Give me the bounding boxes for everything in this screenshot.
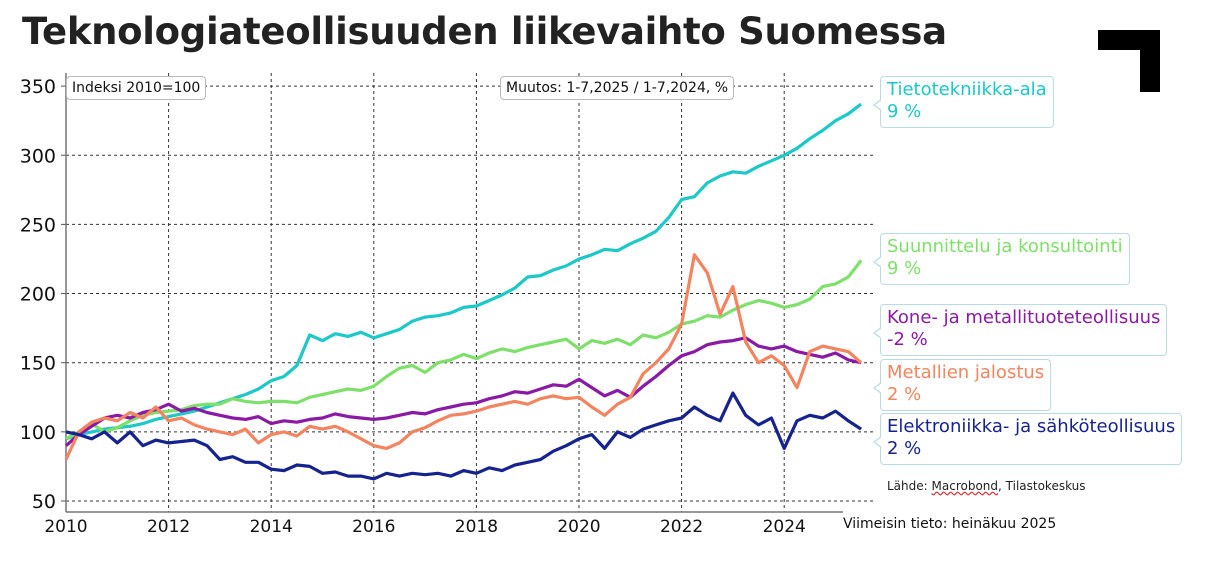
source-suffix: , Tilastokeskus	[998, 479, 1086, 493]
callout-kone: Kone- ja metallituoteteollisuus -2 %	[872, 304, 1168, 356]
x-tick-label: 2020	[557, 517, 600, 537]
callout-name: Metallien jalostus	[887, 362, 1045, 383]
callout-elektroniikka: Elektroniikka- ja sähköteollisuus 2 %	[872, 413, 1183, 465]
callout-change: 9 %	[887, 258, 922, 279]
y-tick-label: 150	[20, 353, 56, 375]
y-tick-label: 100	[20, 422, 56, 444]
change-note: Muutos: 1-7,2025 / 1-7,2024, %	[500, 76, 735, 100]
y-tick-label: 200	[20, 284, 56, 306]
x-tick-label: 2012	[147, 517, 190, 537]
x-tick-label: 2024	[763, 517, 806, 537]
y-tick-label: 50	[32, 491, 56, 513]
x-tick-label: 2016	[352, 517, 395, 537]
x-tick-label: 2018	[455, 517, 498, 537]
series-line-4	[65, 391, 862, 481]
source-note: Lähde: Macrobond, Tilastokeskus	[887, 479, 1086, 493]
chart-title: Teknologiateollisuuden liikevaihto Suome…	[22, 10, 947, 53]
x-tick-label: 2022	[660, 517, 703, 537]
source-prefix: Lähde:	[887, 479, 932, 493]
callout-change: 2 %	[887, 438, 922, 459]
source-macrobond: Macrobond	[931, 479, 999, 493]
callout-name: Suunnittelu ja konsultointi	[887, 236, 1123, 257]
latest-data-note: Viimeisin tieto: heinäkuu 2025	[843, 516, 1057, 532]
y-tick-label: 300	[20, 145, 56, 167]
callout-tietotekniikka: Tietotekniikka-ala 9 %	[873, 76, 1054, 128]
callout-suunnittelu: Suunnittelu ja konsultointi 9 %	[873, 233, 1130, 285]
callout-name: Elektroniikka- ja sähköteollisuus	[887, 416, 1176, 437]
x-tick-label: 2014	[250, 517, 293, 537]
callout-metallien: Metallien jalostus 2 %	[872, 359, 1052, 411]
callout-change: 9 %	[887, 101, 922, 122]
series-line-1	[65, 259, 863, 441]
callout-change: -2 %	[887, 329, 928, 350]
series-line-2	[64, 336, 862, 447]
series-line-3	[64, 253, 863, 461]
y-tick-label: 250	[20, 214, 56, 236]
callout-name: Kone- ja metallituoteteollisuus	[887, 307, 1161, 328]
callout-name: Tietotekniikka-ala	[887, 79, 1047, 100]
x-tick-label: 2010	[44, 517, 87, 537]
index-note: Indeksi 2010=100	[66, 76, 207, 100]
callout-change: 2 %	[887, 384, 922, 405]
y-tick-label: 350	[20, 76, 56, 98]
series-line-0	[65, 102, 863, 441]
